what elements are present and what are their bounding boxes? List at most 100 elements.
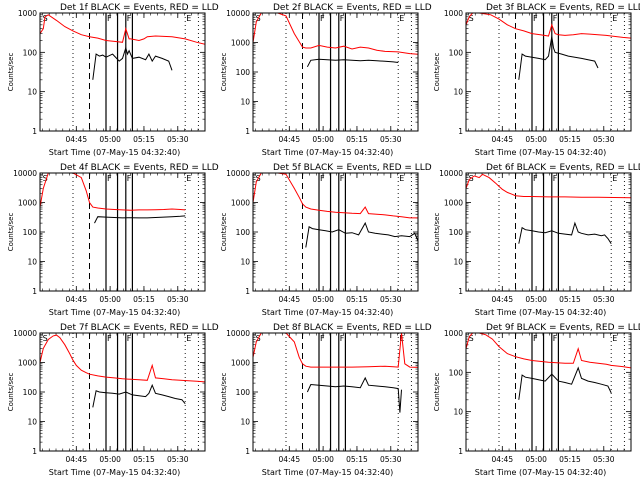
panel-title: Det 5f BLACK = Events, RED = LLD — [273, 163, 432, 173]
series-group — [253, 173, 418, 248]
y-axis-label: Counts/sec — [220, 373, 228, 412]
x-axis-label: Start Time (07-May-15 04:32:40) — [475, 468, 606, 477]
series-group — [40, 14, 205, 80]
plot-frame — [465, 172, 632, 292]
series-line-black — [306, 376, 402, 413]
series-line-red — [40, 14, 205, 45]
y-axis-label: Counts/sec — [7, 53, 15, 92]
y-tick-label: 10000 — [13, 329, 37, 338]
flag-label: F — [127, 14, 132, 23]
y-tick-label: 100 — [449, 228, 464, 237]
panel-title: Det 8f BLACK = Events, RED = LLD — [273, 323, 432, 333]
x-axis-label: Start Time (07-May-15 04:32:40) — [49, 468, 180, 477]
series-line-red — [466, 13, 631, 39]
x-tick-label: 05:30 — [167, 295, 189, 304]
panel-5: Det 5f BLACK = Events, RED = LLD Counts/s… — [220, 163, 432, 317]
x-tick-label: 05:15 — [133, 295, 155, 304]
x-tick-label: 05:30 — [167, 455, 189, 464]
panel-title: Det 3f BLACK = Events, RED = LLD — [486, 3, 640, 13]
flag-label: F — [533, 334, 538, 343]
x-tick-label: 04:45 — [278, 455, 300, 464]
x-tick-label: 05:30 — [167, 135, 189, 144]
flag-label: F — [107, 334, 112, 343]
y-axis-label: Counts/sec — [433, 53, 441, 92]
y-axis-label: Counts/sec — [7, 213, 15, 252]
marker-lines — [285, 13, 412, 131]
flag-label: F — [553, 334, 558, 343]
series-group — [466, 333, 631, 400]
series-line-black — [518, 366, 612, 400]
x-tick-label: 05:00 — [525, 135, 547, 144]
x-tick-label: 04:45 — [278, 135, 300, 144]
x-tick-label: 04:45 — [65, 455, 87, 464]
panel-6: Det 6f BLACK = Events, RED = LLD Counts/s… — [433, 163, 640, 317]
flag-label: S — [43, 174, 48, 183]
y-tick-label: 1000 — [231, 199, 250, 208]
x-tick-label: 04:45 — [491, 135, 513, 144]
y-tick-label: 10 — [240, 98, 250, 107]
series-line-black — [94, 215, 186, 224]
panel-title: Det 2f BLACK = Events, RED = LLD — [273, 3, 432, 13]
y-tick-label: 10000 — [226, 169, 250, 178]
marker-lines — [285, 173, 412, 291]
y-tick-label: 100 — [23, 228, 38, 237]
series-group — [253, 333, 418, 413]
y-tick-label: 100 — [236, 388, 251, 397]
flag-label: E — [186, 334, 191, 343]
y-tick-label: 1 — [245, 287, 250, 296]
x-tick-label: 05:00 — [525, 455, 547, 464]
y-tick-label: 100 — [236, 228, 251, 237]
y-tick-label: 1 — [458, 447, 463, 456]
x-tick-label: 04:45 — [491, 455, 513, 464]
y-tick-label: 10 — [240, 418, 250, 427]
y-tick-label: 1 — [32, 127, 37, 136]
flag-label: E — [186, 14, 191, 23]
marker-lines — [498, 173, 625, 291]
y-tick-label: 100 — [236, 68, 251, 77]
series-line-red — [40, 173, 186, 211]
y-tick-label: 1000 — [231, 359, 250, 368]
flag-label: F — [320, 334, 325, 343]
x-tick-label: 05:00 — [99, 135, 121, 144]
y-tick-label: 10 — [453, 88, 463, 97]
y-axis-label: Counts/sec — [433, 373, 441, 412]
x-tick-label: 05:00 — [312, 135, 334, 144]
marker-lines — [498, 13, 625, 131]
panel-title: Det 6f BLACK = Events, RED = LLD — [486, 163, 640, 173]
series-line-black — [306, 58, 399, 68]
series-line-red — [253, 173, 418, 219]
x-tick-label: 05:30 — [593, 295, 615, 304]
x-tick-label: 04:45 — [65, 295, 87, 304]
x-tick-label: 05:15 — [346, 295, 368, 304]
x-tick-label: 05:15 — [559, 135, 581, 144]
x-tick-label: 05:30 — [593, 135, 615, 144]
flag-label: F — [553, 174, 558, 183]
flag-label: F — [127, 174, 132, 183]
panel-1: Det 1f BLACK = Events, RED = LLD Counts/s… — [7, 3, 219, 157]
flag-label: F — [320, 174, 325, 183]
flag-label: F — [340, 14, 345, 23]
series-group — [40, 334, 205, 408]
flag-label: F — [320, 14, 325, 23]
panel-7: Det 7f BLACK = Events, RED = LLD Counts/s… — [7, 323, 219, 477]
y-axis-label: Counts/sec — [220, 213, 228, 252]
plot-frame — [252, 172, 419, 292]
y-tick-label: 100 — [23, 48, 38, 57]
series-group — [253, 13, 418, 68]
flag-label: E — [612, 174, 617, 183]
flag-label: F — [127, 334, 132, 343]
series-line-black — [92, 383, 186, 408]
x-tick-label: 04:45 — [278, 295, 300, 304]
plot-frame — [39, 332, 206, 452]
flag-label: F — [533, 14, 538, 23]
series-line-black — [92, 46, 173, 80]
x-axis-label: Start Time (07-May-15 04:32:40) — [475, 148, 606, 157]
series-group — [466, 173, 631, 244]
x-tick-label: 05:00 — [99, 455, 121, 464]
marker-lines — [498, 333, 625, 451]
flag-label: F — [107, 174, 112, 183]
y-tick-label: 1000 — [18, 359, 37, 368]
x-tick-label: 05:15 — [133, 135, 155, 144]
plot-frame — [39, 12, 206, 132]
series-line-red — [253, 333, 418, 368]
